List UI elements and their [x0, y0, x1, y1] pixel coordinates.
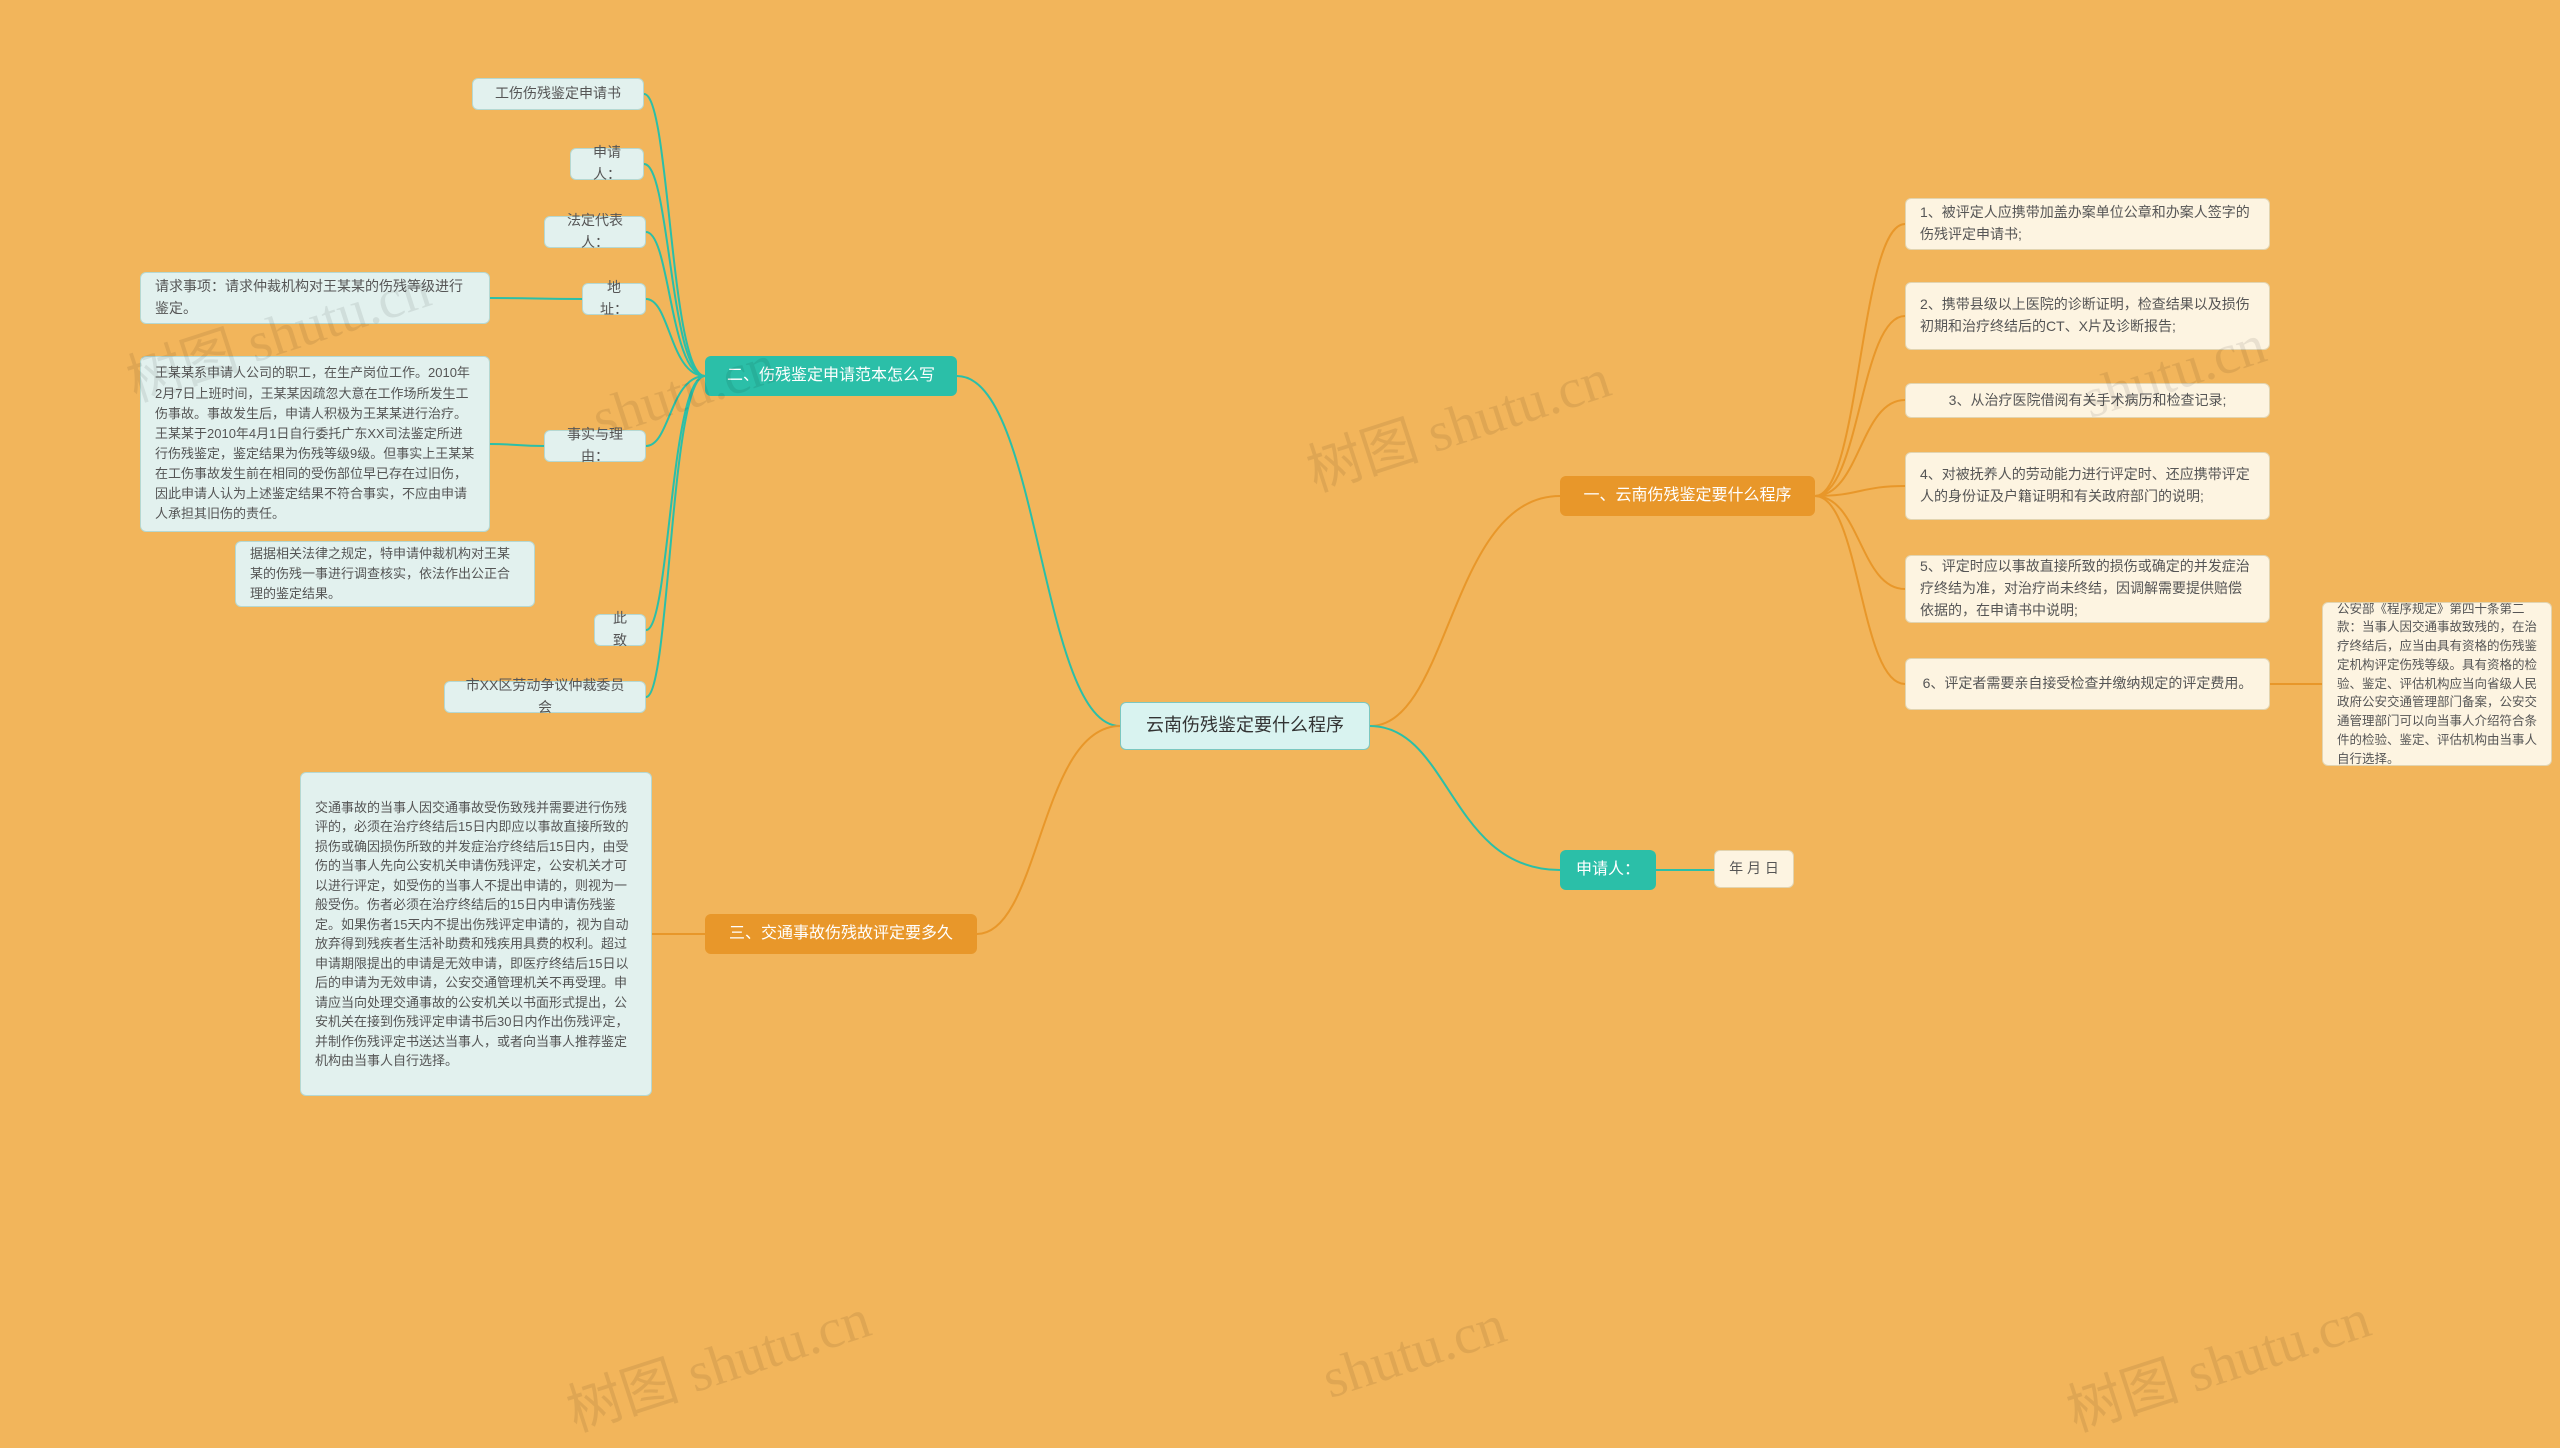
- b1-leaf-5: 5、评定时应以事故直接所致的损伤或确定的并发症治疗终结为准，对治疗尚未终结，因调…: [1905, 555, 2270, 623]
- b2-leaf-1: 工伤伤残鉴定申请书: [472, 78, 644, 110]
- b2-leaf-law-text: 据据相关法律之规定，特申请仲裁机构对王某某的伤残一事进行调查核实，依法作出公正合…: [250, 544, 520, 604]
- b2-leaf-4: 地址：: [582, 283, 646, 315]
- b1-leaf-3-text: 3、从治疗医院借阅有关手术病历和检查记录;: [1949, 390, 2227, 412]
- branch-3-label: 三、交通事故伤残故评定要多久: [729, 922, 953, 947]
- b3-leaf-long: 交通事故的当事人因交通事故受伤致残并需要进行伤残评的，必须在治疗终结后15日内即…: [300, 772, 652, 1096]
- branch-3: 三、交通事故伤残故评定要多久: [705, 914, 977, 954]
- b2-leaf-facts-text: 王某某系申请人公司的职工，在生产岗位工作。2010年2月7日上班时间，王某某因疏…: [155, 363, 475, 524]
- b2-leaf-5-text: 事实与理由：: [559, 424, 631, 467]
- root-node: 云南伤残鉴定要什么程序: [1120, 702, 1370, 750]
- b2-leaf-7: 市XX区劳动争议仲裁委员会: [444, 681, 646, 713]
- watermark: shutu.cn: [1315, 1292, 1514, 1411]
- b4-leaf-date-text: 年 月 日: [1729, 858, 1779, 880]
- branch-1-label: 一、云南伤残鉴定要什么程序: [1583, 484, 1791, 509]
- b1-leaf-5-text: 5、评定时应以事故直接所致的损伤或确定的并发症治疗终结为准，对治疗尚未终结，因调…: [1920, 556, 2255, 621]
- branch-applicant-label: 申请人：: [1576, 858, 1640, 883]
- b2-leaf-addr-detail: 请求事项：请求仲裁机构对王某某的伤残等级进行鉴定。: [140, 272, 490, 324]
- b2-leaf-addr-text: 请求事项：请求仲裁机构对王某某的伤残等级进行鉴定。: [155, 276, 475, 319]
- b4-leaf-date: 年 月 日: [1714, 850, 1794, 888]
- b2-leaf-3: 法定代表人：: [544, 216, 646, 248]
- b2-leaf-3-text: 法定代表人：: [559, 210, 631, 253]
- b1-leaf-4: 4、对被抚养人的劳动能力进行评定时、还应携带评定人的身份证及户籍证明和有关政府部…: [1905, 452, 2270, 520]
- b1-leaf-6: 6、评定者需要亲自接受检查并缴纳规定的评定费用。: [1905, 658, 2270, 710]
- b1-leaf-2: 2、携带县级以上医院的诊断证明，检查结果以及损伤初期和治疗终结后的CT、X片及诊…: [1905, 282, 2270, 350]
- b3-leaf-long-text: 交通事故的当事人因交通事故受伤致残并需要进行伤残评的，必须在治疗终结后15日内即…: [315, 798, 637, 1071]
- branch-2-label: 二、伤残鉴定申请范本怎么写: [727, 364, 935, 389]
- b2-leaf-4-text: 地址：: [597, 277, 631, 320]
- watermark: 树图 shutu.cn: [2055, 1273, 2379, 1447]
- b2-leaf-1-text: 工伤伤残鉴定申请书: [495, 83, 621, 105]
- branch-2: 二、伤残鉴定申请范本怎么写: [705, 356, 957, 396]
- b2-leaf-law: 据据相关法律之规定，特申请仲裁机构对王某某的伤残一事进行调查核实，依法作出公正合…: [235, 541, 535, 607]
- branch-1: 一、云南伤残鉴定要什么程序: [1560, 476, 1815, 516]
- b1-leaf-2-text: 2、携带县级以上医院的诊断证明，检查结果以及损伤初期和治疗终结后的CT、X片及诊…: [1920, 294, 2255, 337]
- b2-leaf-6: 此致: [594, 614, 646, 646]
- b1-leaf-6-text: 6、评定者需要亲自接受检查并缴纳规定的评定费用。: [1923, 673, 2253, 695]
- b2-leaf-7-text: 市XX区劳动争议仲裁委员会: [459, 675, 631, 718]
- b2-leaf-6-text: 此致: [609, 608, 631, 651]
- watermark: 树图 shutu.cn: [555, 1273, 879, 1447]
- b2-leaf-5: 事实与理由：: [544, 430, 646, 462]
- b1-leaf-1-text: 1、被评定人应携带加盖办案单位公章和办案人签字的伤残评定申请书;: [1920, 202, 2255, 245]
- b2-leaf-2-text: 申请人：: [585, 142, 629, 185]
- b2-leaf-facts-detail: 王某某系申请人公司的职工，在生产岗位工作。2010年2月7日上班时间，王某某因疏…: [140, 356, 490, 532]
- b2-leaf-2: 申请人：: [570, 148, 644, 180]
- b1-leaf-3: 3、从治疗医院借阅有关手术病历和检查记录;: [1905, 383, 2270, 418]
- b1-leaf-1: 1、被评定人应携带加盖办案单位公章和办案人签字的伤残评定申请书;: [1905, 198, 2270, 250]
- root-label: 云南伤残鉴定要什么程序: [1146, 712, 1344, 740]
- b1-leaf-6-extra-text: 公安部《程序规定》第四十条第二款：当事人因交通事故致残的，在治疗终结后，应当由具…: [2337, 602, 2537, 766]
- b1-leaf-4-text: 4、对被抚养人的劳动能力进行评定时、还应携带评定人的身份证及户籍证明和有关政府部…: [1920, 464, 2255, 507]
- b1-leaf-6-extra: 公安部《程序规定》第四十条第二款：当事人因交通事故致残的，在治疗终结后，应当由具…: [2322, 602, 2552, 766]
- branch-applicant: 申请人：: [1560, 850, 1656, 890]
